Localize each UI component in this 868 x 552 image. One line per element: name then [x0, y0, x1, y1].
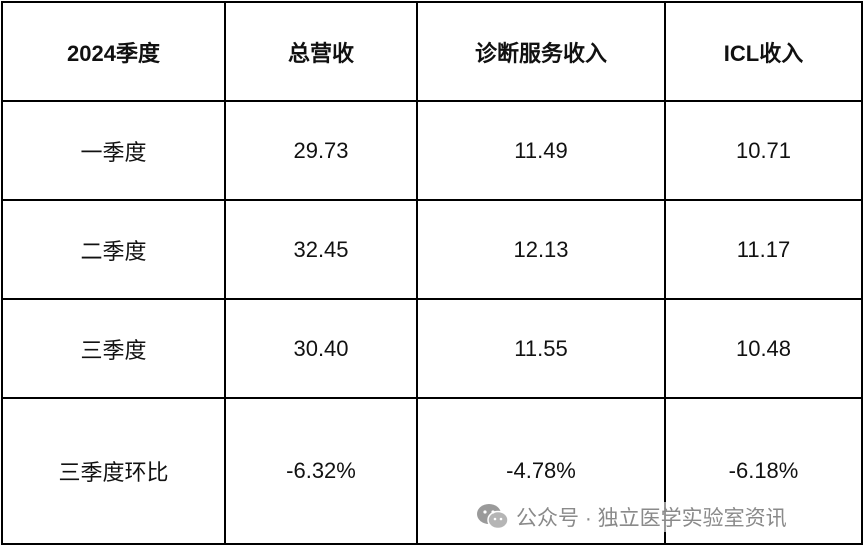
- row-label: 二季度: [1, 199, 226, 300]
- table-cell: 32.45: [224, 199, 418, 300]
- table-cell: 10.48: [664, 298, 863, 399]
- table-cell: 11.17: [664, 199, 863, 300]
- table-cell: 12.13: [416, 199, 666, 300]
- table-cell: 11.49: [416, 100, 666, 201]
- row-label: 三季度环比: [1, 397, 226, 545]
- header-cell: ICL收入: [664, 1, 863, 102]
- row-label: 三季度: [1, 298, 226, 399]
- table-cell: 29.73: [224, 100, 418, 201]
- table-cell: 30.40: [224, 298, 418, 399]
- table-row: 一季度 29.73 11.49 10.71: [1, 100, 863, 201]
- header-cell: 总营收: [224, 1, 418, 102]
- table-cell: -6.32%: [224, 397, 418, 545]
- table-row: 三季度 30.40 11.55 10.48: [1, 298, 863, 399]
- wechat-icon: [477, 504, 509, 530]
- table-cell: 11.55: [416, 298, 666, 399]
- table-row: 二季度 32.45 12.13 11.17: [1, 199, 863, 300]
- header-row: 2024季度 总营收 诊断服务收入 ICL收入: [1, 1, 863, 102]
- table-cell: 10.71: [664, 100, 863, 201]
- table-body: 一季度 29.73 11.49 10.71 二季度 32.45 12.13 11.17 三季度 3…: [1, 100, 863, 545]
- row-label: 一季度: [1, 100, 226, 201]
- watermark: 公众号 · 独立医学实验室资讯: [476, 502, 787, 532]
- table-row: 三季度环比 -6.32% -4.78% -6.18%: [1, 397, 863, 545]
- data-table: 2024季度 总营收 诊断服务收入 ICL收入 一季度 29.73 11.49 10.71 二…: [1, 1, 863, 545]
- watermark-text: 公众号 · 独立医学实验室资讯: [516, 507, 787, 530]
- header-cell: 诊断服务收入: [416, 1, 666, 102]
- header-cell: 2024季度: [1, 1, 226, 102]
